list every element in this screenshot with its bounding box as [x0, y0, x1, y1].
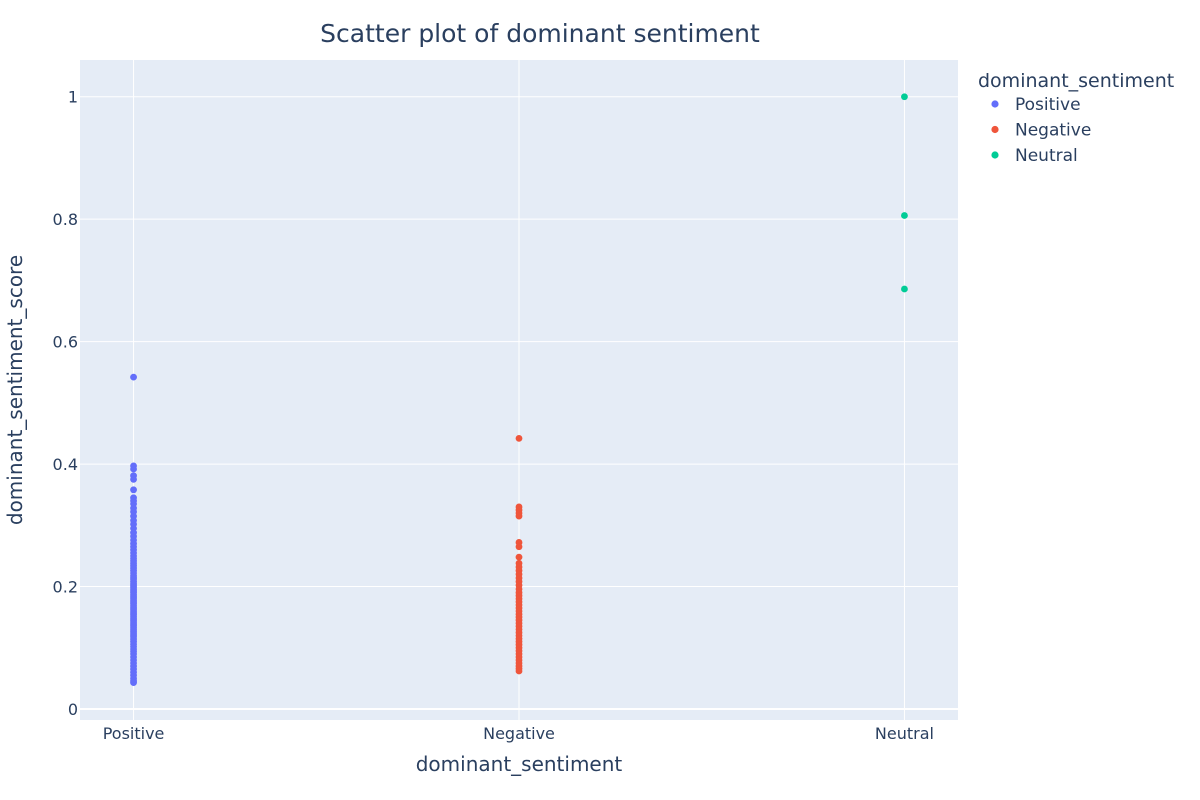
- legend-label-negative: Negative: [1015, 121, 1091, 141]
- data-point-negative: [515, 553, 523, 561]
- data-point-negative: [515, 543, 523, 551]
- x-axis-title: dominant_sentiment: [416, 752, 623, 776]
- data-point-positive: [130, 486, 137, 494]
- y-tick-labels: 0 0.2 0.4 0.6 0.8 1: [53, 88, 78, 719]
- data-point-neutral: [901, 285, 908, 293]
- data-point-negative: [515, 667, 523, 675]
- legend-marker-neutral: [991, 151, 999, 159]
- legend-items: Positive Negative Neutral: [991, 95, 1091, 166]
- legend-marker-positive: [991, 100, 999, 108]
- data-points: [130, 93, 908, 687]
- y-axis-title: dominant_sentiment_score: [3, 255, 27, 525]
- legend-label-neutral: Neutral: [1015, 146, 1078, 166]
- x-tick-labels: Positive Negative Neutral: [103, 724, 934, 743]
- data-point-positive: [130, 373, 137, 381]
- legend-title: dominant_sentiment: [978, 70, 1174, 92]
- y-tick-label: 0.2: [53, 578, 78, 597]
- legend-label-positive: Positive: [1015, 95, 1081, 115]
- data-point-negative: [515, 512, 523, 520]
- data-point-positive: [130, 465, 137, 473]
- data-point-positive: [130, 475, 137, 483]
- y-tick-label: 0: [68, 700, 78, 719]
- y-tick-label: 0.8: [53, 210, 78, 229]
- data-point-neutral: [901, 212, 908, 219]
- legend-marker-negative: [991, 125, 999, 134]
- data-point-neutral: [901, 93, 908, 101]
- data-point-negative: [515, 434, 523, 442]
- y-tick-label: 0.6: [53, 333, 78, 352]
- x-tick-label: Negative: [483, 724, 555, 743]
- x-tick-label: Neutral: [875, 724, 934, 743]
- data-point-positive: [130, 679, 137, 687]
- y-tick-label: 1: [68, 88, 78, 107]
- legend: dominant_sentiment Positive Negative Neutr…: [978, 70, 1174, 166]
- y-tick-label: 0.4: [53, 455, 78, 474]
- x-tick-label: Positive: [103, 724, 165, 743]
- chart-title: Scatter plot of dominant sentiment: [320, 19, 760, 48]
